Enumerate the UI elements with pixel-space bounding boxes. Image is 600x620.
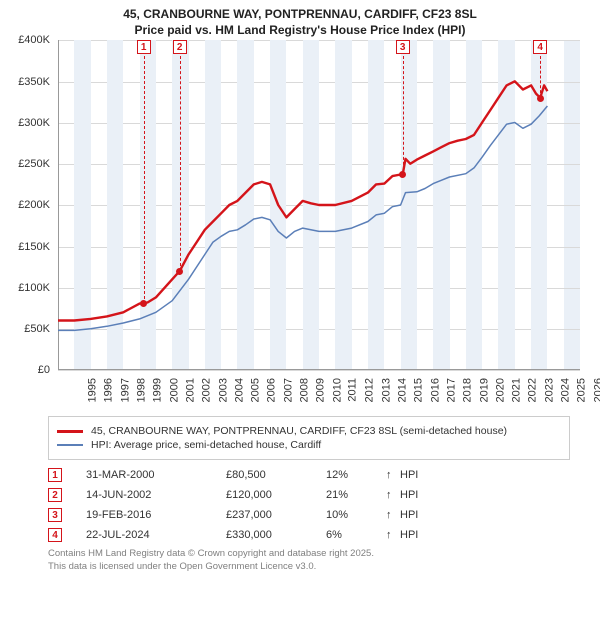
x-tick-label: 2007 [282, 378, 294, 402]
x-tick-label: 2001 [184, 378, 196, 402]
series-line [58, 106, 547, 330]
x-tick-label: 2022 [527, 378, 539, 402]
y-tick-label: £100K [0, 282, 50, 294]
row-suffix: HPI [400, 529, 418, 541]
x-tick-label: 2009 [315, 378, 327, 402]
plot-region: 1 2 3 4 [58, 40, 580, 370]
footer-line1: Contains HM Land Registry data © Crown c… [48, 548, 570, 560]
y-tick-label: £250K [0, 158, 50, 170]
arrow-up-icon: ↑ [386, 469, 400, 481]
row-pct: 10% [326, 509, 386, 521]
table-row: 1 31-MAR-2000£80,50012%↑HPI [48, 468, 570, 482]
row-pct: 6% [326, 529, 386, 541]
line-canvas [58, 40, 580, 370]
chart-title: 45, CRANBOURNE WAY, PONTPRENNAU, CARDIFF… [0, 0, 600, 40]
x-tick-label: 2019 [478, 378, 490, 402]
sale-marker-box: 2 [173, 40, 187, 54]
gridline [58, 370, 580, 371]
row-price: £80,500 [226, 469, 326, 481]
x-tick-label: 2023 [543, 378, 555, 402]
legend-label: HPI: Average price, semi-detached house,… [91, 439, 321, 451]
y-tick-label: £150K [0, 241, 50, 253]
x-tick-label: 2006 [266, 378, 278, 402]
x-tick-label: 2012 [364, 378, 376, 402]
x-tick-label: 2018 [462, 378, 474, 402]
x-tick-label: 2005 [250, 378, 262, 402]
x-tick-label: 2021 [511, 378, 523, 402]
table-row: 4 22-JUL-2024£330,0006%↑HPI [48, 528, 570, 542]
legend-item: HPI: Average price, semi-detached house,… [57, 439, 561, 451]
footer: Contains HM Land Registry data © Crown c… [48, 548, 570, 573]
row-marker: 2 [48, 488, 62, 502]
footer-line2: This data is licensed under the Open Gov… [48, 561, 570, 573]
x-tick-label: 2011 [347, 378, 359, 402]
row-suffix: HPI [400, 489, 418, 501]
x-tick-label: 2025 [576, 378, 588, 402]
row-pct: 21% [326, 489, 386, 501]
row-price: £330,000 [226, 529, 326, 541]
row-suffix: HPI [400, 469, 418, 481]
sale-marker-box: 1 [137, 40, 151, 54]
legend-item: 45, CRANBOURNE WAY, PONTPRENNAU, CARDIFF… [57, 425, 561, 437]
title-line2: Price paid vs. HM Land Registry's House … [10, 22, 590, 38]
x-tick-label: 2015 [413, 378, 425, 402]
arrow-up-icon: ↑ [386, 529, 400, 541]
legend: 45, CRANBOURNE WAY, PONTPRENNAU, CARDIFF… [48, 416, 570, 460]
series-line [58, 82, 547, 321]
x-tick-label: 2010 [331, 378, 343, 402]
row-price: £237,000 [226, 509, 326, 521]
chart-container: 45, CRANBOURNE WAY, PONTPRENNAU, CARDIFF… [0, 0, 600, 620]
title-line1: 45, CRANBOURNE WAY, PONTPRENNAU, CARDIFF… [10, 6, 590, 22]
sales-table: 131-MAR-2000£80,50012%↑HPI214-JUN-2002£1… [48, 468, 570, 542]
arrow-up-icon: ↑ [386, 489, 400, 501]
legend-swatch [57, 444, 83, 446]
sale-marker-box: 4 [533, 40, 547, 54]
table-row: 3 19-FEB-2016£237,00010%↑HPI [48, 508, 570, 522]
y-tick-label: £350K [0, 76, 50, 88]
row-marker: 4 [48, 528, 62, 542]
y-tick-label: £50K [0, 323, 50, 335]
x-tick-label: 2002 [201, 378, 213, 402]
row-suffix: HPI [400, 509, 418, 521]
x-tick-label: 2016 [429, 378, 441, 402]
sale-marker-box: 3 [396, 40, 410, 54]
row-pct: 12% [326, 469, 386, 481]
table-row: 2 14-JUN-2002£120,00021%↑HPI [48, 488, 570, 502]
x-tick-label: 2004 [233, 378, 245, 402]
row-price: £120,000 [226, 489, 326, 501]
x-tick-label: 2000 [168, 378, 180, 402]
x-tick-label: 1999 [152, 378, 164, 402]
x-tick-label: 2008 [299, 378, 311, 402]
row-date: 19-FEB-2016 [86, 509, 226, 521]
x-tick-label: 1998 [135, 378, 147, 402]
legend-label: 45, CRANBOURNE WAY, PONTPRENNAU, CARDIFF… [91, 425, 507, 437]
y-tick-label: £0 [0, 364, 50, 376]
x-tick-label: 1997 [119, 378, 131, 402]
chart-area: 1 2 3 4 1995 1996 1997 1998 1999 2000 2001 2002 200… [10, 40, 590, 410]
legend-swatch [57, 430, 83, 433]
x-tick-label: 1996 [103, 378, 115, 402]
y-tick-label: £300K [0, 117, 50, 129]
x-tick-label: 2026 [592, 378, 600, 402]
x-tick-label: 2017 [445, 378, 457, 402]
arrow-up-icon: ↑ [386, 509, 400, 521]
x-tick-label: 1995 [86, 378, 98, 402]
y-tick-label: £200K [0, 199, 50, 211]
row-date: 31-MAR-2000 [86, 469, 226, 481]
x-tick-label: 2014 [396, 378, 408, 402]
y-tick-label: £400K [0, 34, 50, 46]
x-tick-label: 2024 [560, 378, 572, 402]
x-tick-label: 2003 [217, 378, 229, 402]
row-date: 14-JUN-2002 [86, 489, 226, 501]
x-tick-label: 2013 [380, 378, 392, 402]
row-marker: 3 [48, 508, 62, 522]
row-marker: 1 [48, 468, 62, 482]
sale-marker-dot [176, 268, 183, 275]
x-tick-label: 2020 [494, 378, 506, 402]
row-date: 22-JUL-2024 [86, 529, 226, 541]
sale-marker-dot [537, 95, 544, 102]
